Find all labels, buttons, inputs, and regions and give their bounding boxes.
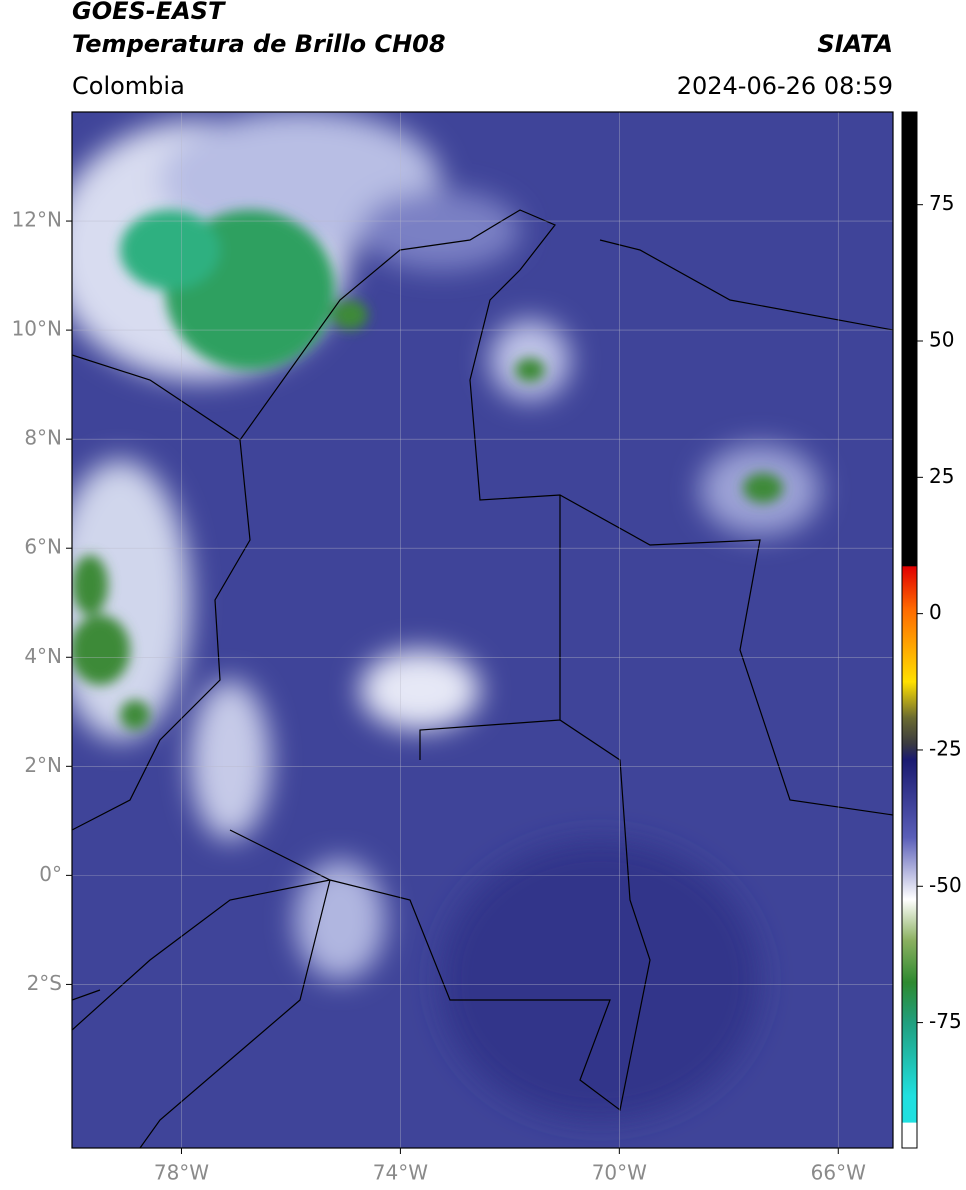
lat-tick-label: 6°N (24, 535, 62, 559)
colorbar-tick-label: -50 (929, 873, 962, 897)
colorbar-tick-label: 50 (929, 328, 954, 352)
colorbar-tick-label: -25 (929, 736, 962, 760)
lat-tick-label: 10°N (12, 317, 62, 341)
lon-tick-label: 78°W (154, 1161, 209, 1185)
lat-tick-label: 4°N (24, 644, 62, 668)
colorbar-tick-label: -75 (929, 1009, 962, 1033)
lat-tick-label: 2°N (24, 753, 62, 777)
lat-tick-label: 2°S (27, 971, 62, 995)
lat-tick-label: 12°N (12, 208, 62, 232)
region: Colombia (72, 72, 185, 100)
satellite-image (72, 112, 893, 1148)
map-frame (71, 111, 894, 1149)
datetime: 2024-06-26 08:59 (677, 72, 893, 100)
graticule (72, 112, 893, 1148)
title: GOES-EAST (72, 0, 226, 25)
colorbar-tick-label: 0 (929, 600, 942, 624)
colorbar-tick-label: 25 (929, 464, 954, 488)
lon-tick-label: 74°W (373, 1161, 428, 1185)
subtitle: Temperatura de Brillo CH08 (72, 30, 446, 58)
colorbar-tick-label: 75 (929, 191, 954, 215)
lat-tick-label: 8°N (24, 426, 62, 450)
source: SIATA (817, 30, 893, 58)
lat-tick-label: 0° (39, 862, 62, 886)
lon-tick-label: 70°W (592, 1161, 647, 1185)
colorbar (901, 111, 918, 1149)
lon-tick-label: 66°W (811, 1161, 866, 1185)
